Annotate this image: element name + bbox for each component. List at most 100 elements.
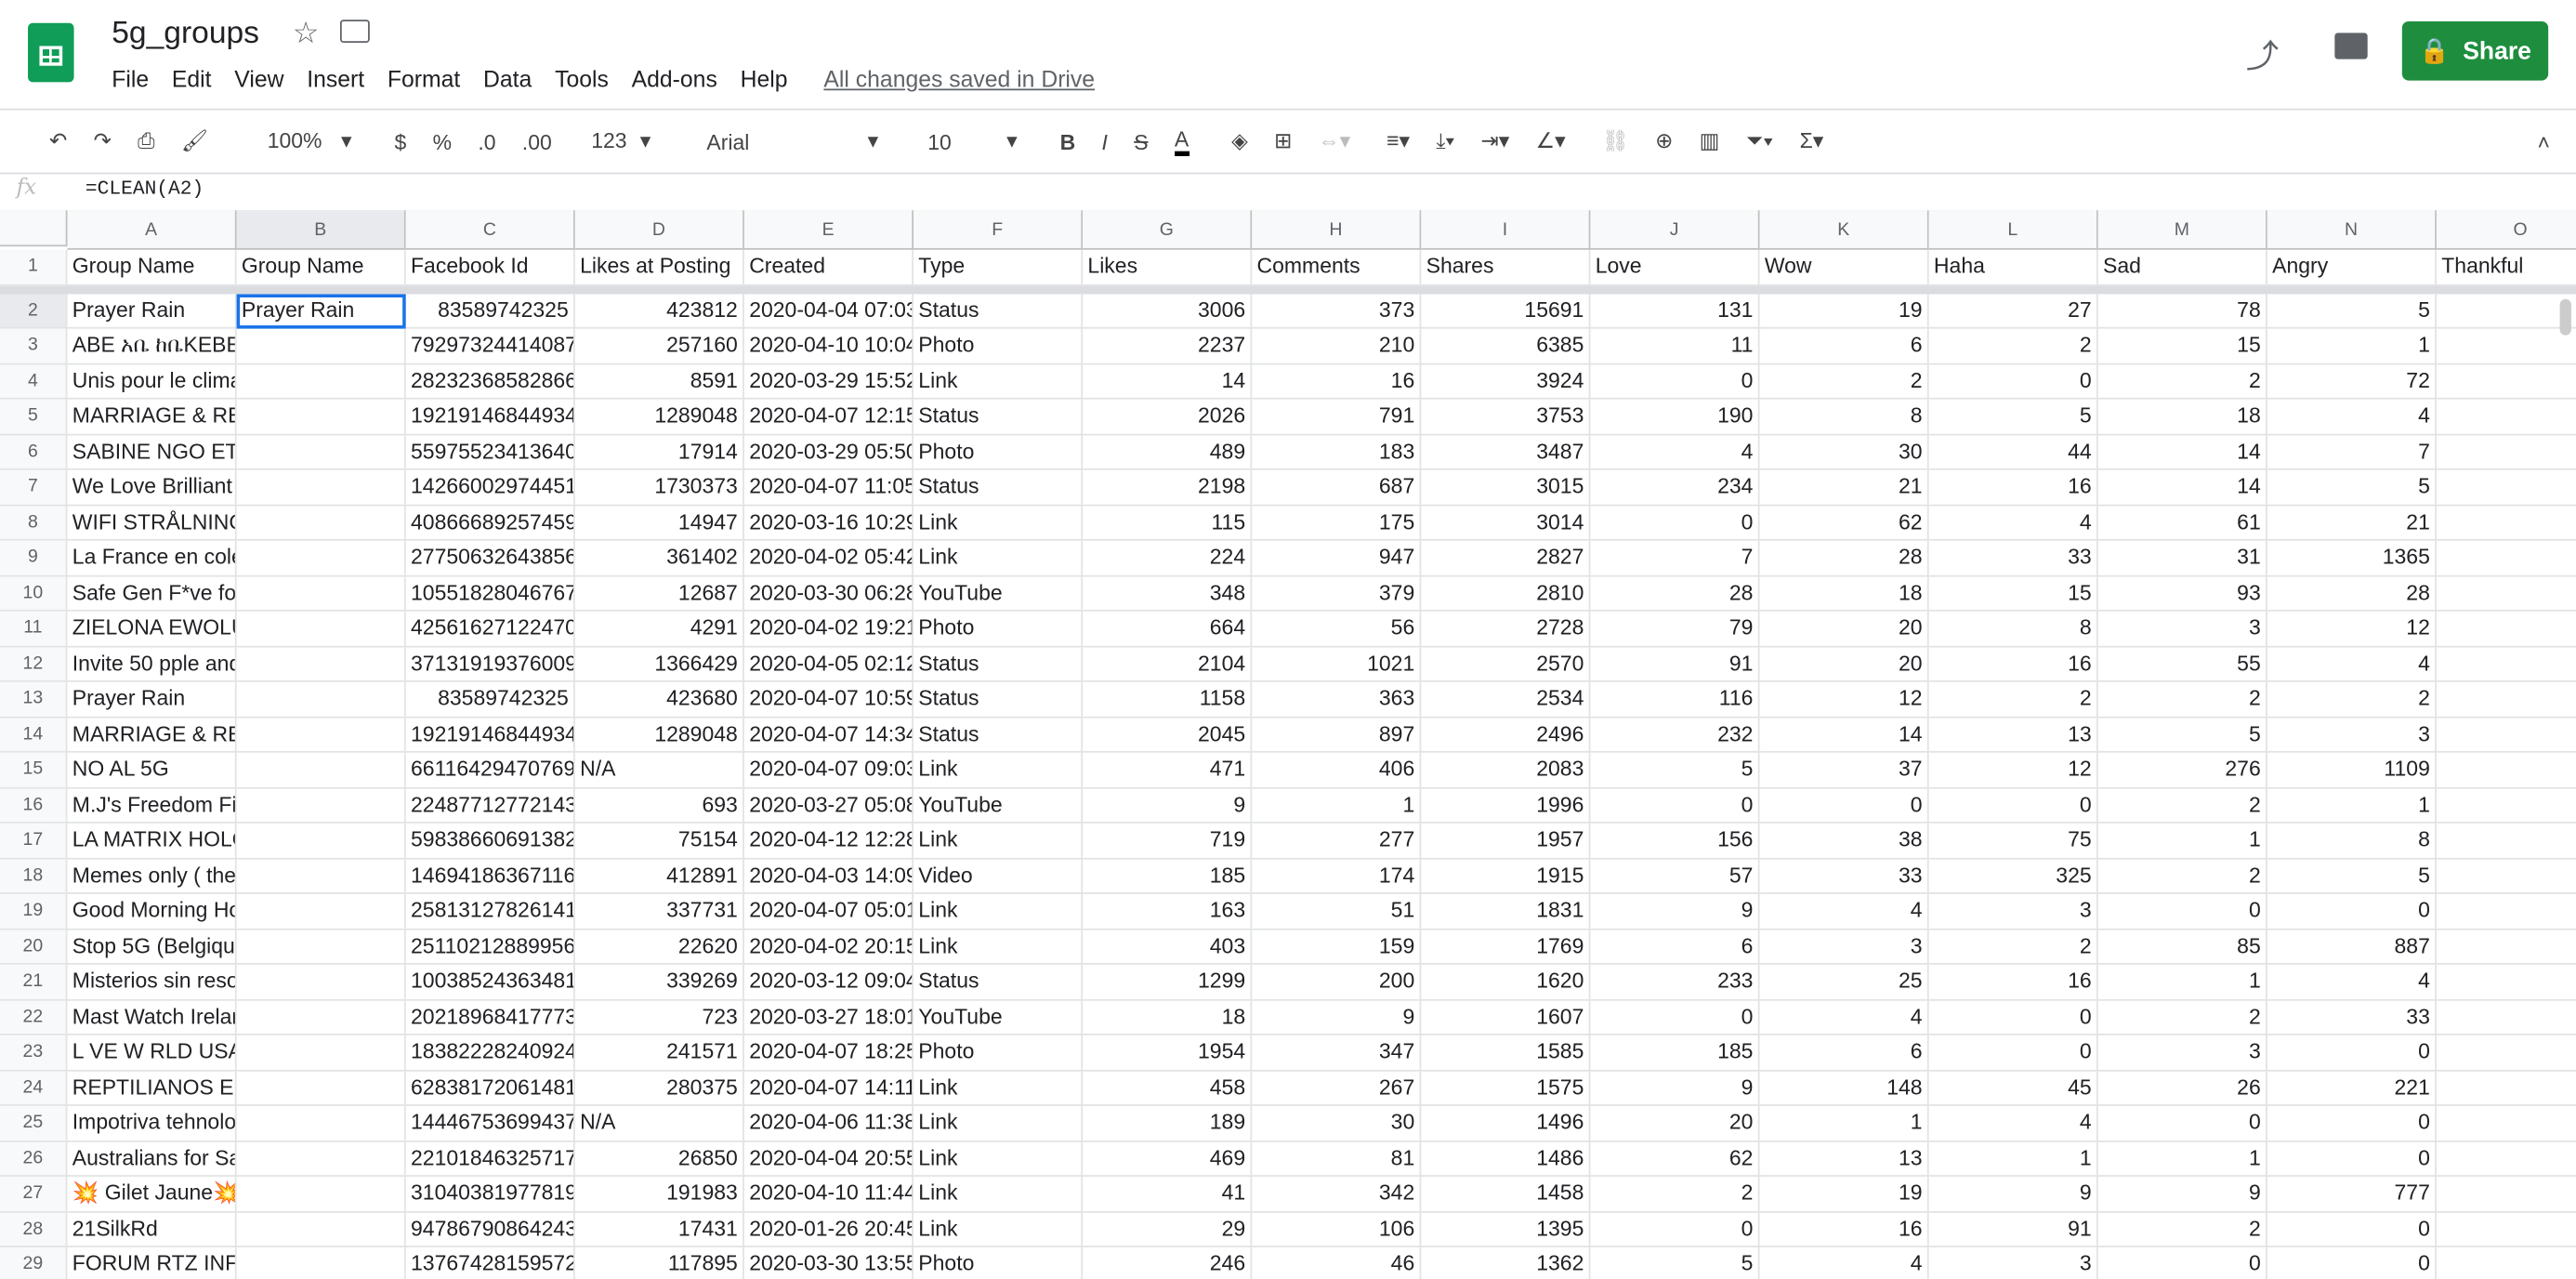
cell[interactable] (236, 823, 406, 859)
cell[interactable]: 0 (1928, 787, 2098, 824)
cell[interactable]: 791 (1252, 399, 1422, 435)
cell[interactable]: FORUM RTZ INFO (67, 1246, 237, 1279)
text-rotate-icon[interactable]: ∠▾ (1535, 127, 1566, 153)
cell[interactable]: 1 (1759, 1105, 1929, 1141)
cell[interactable]: 4 (1590, 434, 1760, 470)
cell[interactable]: Safe Gen F*ve for South Africa (67, 575, 237, 612)
cell[interactable]: Status (913, 717, 1084, 753)
cell[interactable]: 75154 (574, 823, 744, 859)
cell[interactable] (236, 893, 406, 930)
cell[interactable]: Link (913, 929, 1084, 965)
cell[interactable]: 20 (1590, 1105, 1760, 1141)
cell[interactable]: 2020-04-02 19:21 (743, 611, 914, 647)
row-number[interactable]: 9 (0, 540, 68, 576)
cell[interactable]: 31040381977819 (405, 1176, 575, 1212)
cell[interactable]: Link (913, 823, 1084, 859)
cell[interactable]: 13 (1759, 1141, 1929, 1177)
cell[interactable]: 3 (1929, 1246, 2098, 1279)
vertical-align-icon[interactable]: ⤓▾ (1436, 127, 1455, 153)
cell[interactable] (236, 787, 406, 824)
percent-button[interactable]: % (432, 128, 453, 154)
cell[interactable]: 2020-01-26 20:45 (743, 1211, 914, 1247)
text-wrap-icon[interactable]: ⇥▾ (1480, 127, 1510, 153)
cell[interactable]: 12 (1759, 681, 1929, 718)
redo-icon[interactable]: ↷ (93, 127, 112, 153)
cell[interactable]: 2020-04-10 11:44 (743, 1176, 914, 1212)
cell[interactable]: MARRIAGE & RELATIONSHIP CC (67, 717, 237, 753)
cell[interactable]: 2 (2097, 787, 2267, 824)
cell[interactable]: Link (913, 1070, 1084, 1106)
cell[interactable]: 9 (1928, 1176, 2098, 1212)
row-number[interactable]: 5 (0, 399, 68, 435)
cell[interactable]: 42561627122470 (405, 611, 575, 647)
column-header[interactable]: F (913, 210, 1084, 250)
cell[interactable]: 887 (2267, 929, 2437, 965)
cell[interactable]: 2 (1928, 681, 2098, 718)
cell[interactable]: ZIELONA EWOLUCJA- blog osobi (67, 611, 237, 647)
header-cell[interactable]: Sad (2097, 249, 2267, 285)
cell[interactable]: 1299 (1083, 964, 1253, 1000)
cell[interactable]: 0 (1590, 505, 1760, 541)
header-cell[interactable]: Group Name (67, 249, 237, 285)
cell[interactable]: Link (913, 1105, 1084, 1141)
cell[interactable]: 55975523413640 (405, 434, 575, 470)
cell[interactable]: 4 (2267, 399, 2437, 435)
cell[interactable]: We Love Brilliant and Godly Kids (67, 469, 237, 506)
cell[interactable]: 723 (574, 999, 744, 1035)
cell[interactable]: 2020-04-07 12:15 (743, 399, 914, 435)
cell[interactable]: 156 (1590, 823, 1760, 859)
cell[interactable]: 0 (2267, 1246, 2437, 1279)
cell[interactable]: 19 (1759, 1176, 1929, 1212)
cell[interactable]: 3924 (1421, 363, 1591, 400)
cell[interactable]: N/A (574, 1105, 744, 1141)
cell[interactable]: 3 (2267, 717, 2437, 753)
cell[interactable]: 241571 (574, 1035, 744, 1071)
cell[interactable]: 20218968417773 (405, 999, 575, 1035)
cell[interactable]: 4291 (574, 611, 744, 647)
save-status-link[interactable]: All changes saved in Drive (823, 65, 1096, 93)
cell[interactable]: 947 (1252, 540, 1422, 576)
cell[interactable]: 373 (1252, 293, 1422, 329)
cell[interactable]: 6385 (1421, 328, 1591, 364)
cell[interactable]: 1620 (1421, 964, 1591, 1000)
cell[interactable] (2436, 506, 2576, 541)
cell[interactable]: 1954 (1083, 1035, 1253, 1071)
cell[interactable] (236, 434, 406, 470)
cell[interactable]: 2020-03-16 10:29 (743, 505, 914, 541)
cell[interactable] (236, 363, 406, 400)
cell[interactable]: 664 (1083, 611, 1253, 647)
row-number[interactable]: 17 (0, 823, 68, 859)
cell[interactable]: 2020-04-06 11:38 (743, 1105, 914, 1141)
cell[interactable] (236, 1176, 406, 1212)
cell[interactable]: 9 (1252, 999, 1422, 1035)
font-select[interactable]: Arial (706, 128, 750, 154)
row-number[interactable]: 16 (0, 787, 68, 824)
cell[interactable] (2437, 1247, 2576, 1279)
cell[interactable]: 8 (1759, 399, 1929, 435)
cell[interactable]: 246 (1083, 1246, 1253, 1279)
row-number[interactable]: 8 (0, 505, 68, 541)
cell[interactable]: Australians for Safe Technology (67, 1141, 237, 1177)
cell[interactable]: 1366429 (574, 646, 744, 682)
cell[interactable]: 2534 (1421, 681, 1591, 718)
column-header[interactable]: B (236, 210, 406, 250)
cell[interactable]: 1486 (1421, 1141, 1591, 1177)
cell[interactable]: 106 (1252, 1211, 1422, 1247)
cell[interactable]: M.J's Freedom Fighter Facts (67, 787, 237, 824)
column-header[interactable]: O (2436, 210, 2576, 250)
cell[interactable]: 0 (1928, 1035, 2098, 1071)
cell[interactable]: 1 (2097, 823, 2267, 859)
cell[interactable]: 78 (2097, 293, 2267, 329)
increase-decimal-button[interactable]: .00 (521, 128, 552, 154)
cell[interactable]: 14266002974451 (405, 469, 575, 506)
cell[interactable]: Link (913, 1211, 1084, 1247)
cell[interactable]: 3 (1759, 929, 1929, 965)
cell[interactable]: 22620 (574, 929, 744, 965)
header-cell[interactable]: Likes at Posting (574, 249, 744, 285)
cell[interactable]: 687 (1252, 469, 1422, 506)
header-cell[interactable]: Wow (1759, 249, 1929, 285)
cell[interactable] (236, 646, 406, 682)
header-cell[interactable]: Likes (1083, 249, 1253, 285)
cell[interactable]: 190 (1590, 399, 1760, 435)
cell[interactable]: Unis pour le climat et la biodiversit (67, 363, 237, 400)
